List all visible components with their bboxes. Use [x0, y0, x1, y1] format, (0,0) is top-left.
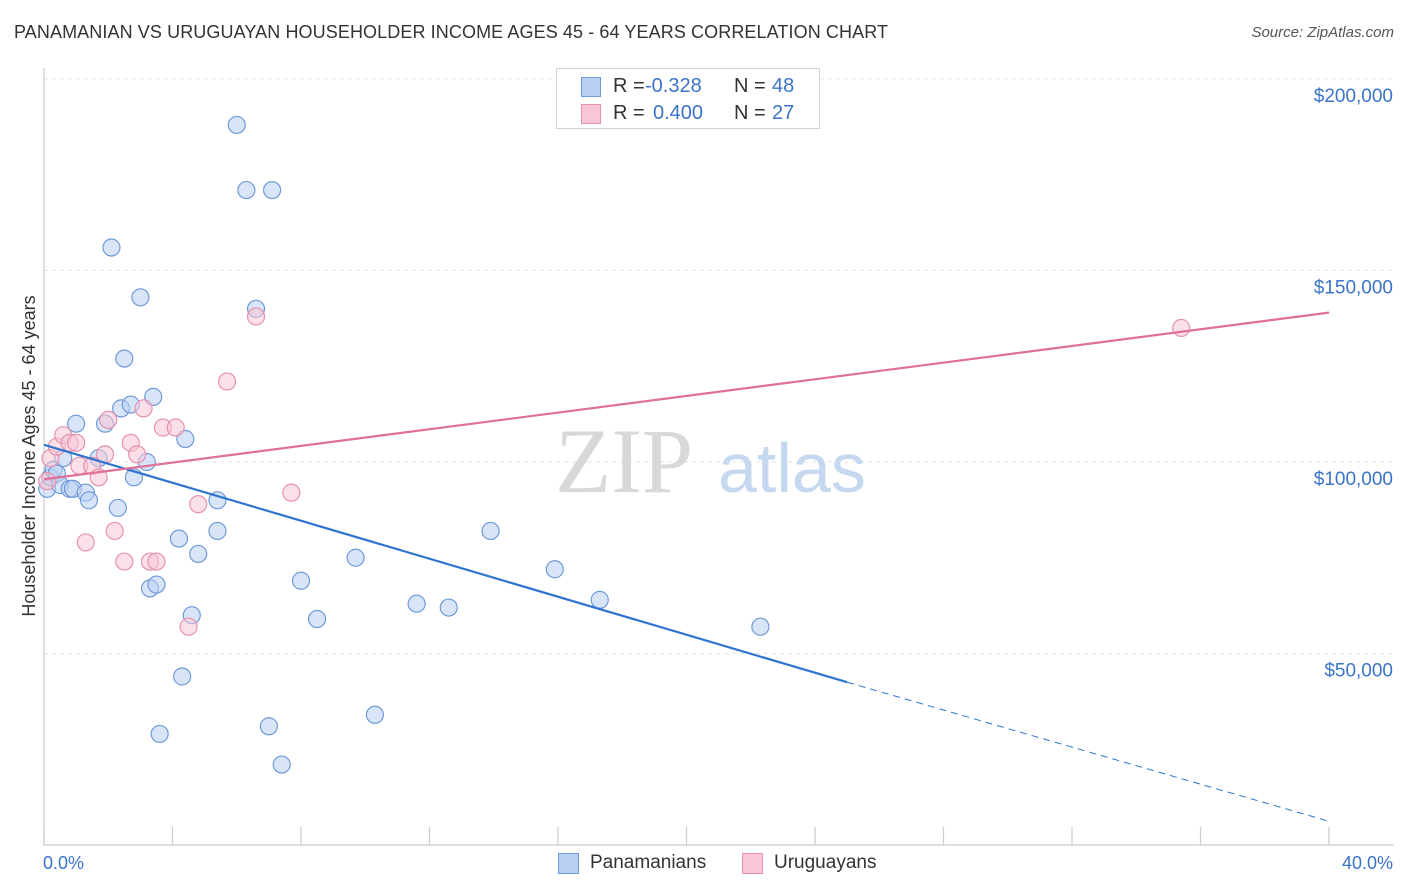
x-tick-label: 40.0% [1342, 853, 1393, 873]
watermark-atlas: atlas [718, 429, 866, 507]
point-panamanian [237, 180, 256, 200]
point-panamanian [346, 548, 365, 567]
legend-swatch-blue [581, 77, 601, 97]
legend-r-label: R = [613, 102, 645, 124]
point-uruguayan [99, 410, 118, 429]
point-panamanian [131, 288, 150, 307]
legend-swatch-blue [558, 853, 579, 874]
point-panamanian [590, 590, 609, 609]
point-panamanian [150, 724, 169, 744]
point-uruguayan [1172, 318, 1191, 338]
point-panamanian [259, 717, 278, 736]
trend-line-panamanians [43, 443, 848, 684]
point-uruguayan [282, 483, 301, 502]
point-panamanian [208, 491, 227, 510]
legend-n-value: 48 [772, 75, 795, 97]
point-panamanian [407, 594, 426, 613]
point-panamanian [79, 491, 99, 510]
point-panamanian [67, 414, 86, 433]
source-label: Source: ZipAtlas.com [1251, 24, 1394, 41]
grid-lines [44, 78, 1394, 654]
point-uruguayan [76, 533, 95, 552]
point-panamanian [102, 238, 121, 257]
x-tick-label: 0.0% [43, 853, 84, 873]
point-panamanian [227, 115, 246, 135]
point-uruguayan [189, 495, 208, 514]
watermark-zip: ZIP [555, 410, 693, 512]
point-panamanian [307, 609, 327, 629]
point-panamanian [272, 755, 291, 774]
point-uruguayan [115, 552, 134, 571]
axis-labels: $50,000 $100,000 $150,000 $200,000 0.0% 40.0%… [19, 86, 1393, 873]
legend-n-label: N = [734, 75, 766, 97]
point-uruguayan [134, 399, 153, 418]
legend-r-value: -0.328 [645, 75, 702, 97]
correlation-legend: R = -0.328 N = 48 R = 0.400 N = 27 [556, 68, 820, 129]
point-uruguayan [38, 472, 57, 491]
y-tick-label: $150,000 [1314, 278, 1393, 299]
point-panamanian [208, 521, 227, 541]
legend-swatch-pink [581, 104, 601, 124]
point-panamanian [545, 560, 564, 579]
chart-title: PANAMANIAN VS URUGUAYAN HOUSEHOLDER INCO… [14, 22, 889, 42]
point-uruguayan [179, 617, 198, 636]
point-panamanian [169, 529, 189, 548]
legend-n-label: N = [734, 102, 766, 124]
point-uruguayan [128, 445, 147, 464]
point-panamanian [189, 544, 208, 564]
point-panamanian [108, 498, 127, 518]
point-panamanian [147, 575, 166, 594]
y-tick-label: $50,000 [1324, 661, 1393, 682]
point-panamanian [291, 571, 311, 590]
legend-swatch-pink [742, 853, 763, 874]
point-panamanian [751, 617, 770, 636]
point-panamanian [173, 667, 192, 686]
legend-label-uruguayans: Uruguayans [774, 852, 877, 873]
point-panamanian [262, 180, 282, 200]
point-panamanian [115, 349, 134, 368]
legend-r-label: R = [613, 75, 645, 97]
point-uruguayan [147, 552, 166, 571]
trend-line-panamanians-extension [846, 681, 1330, 822]
trend-line-uruguayans [43, 311, 1330, 481]
legend-label-panamanians: Panamanians [590, 852, 707, 873]
point-uruguayan [166, 418, 185, 437]
point-panamanian [439, 598, 458, 617]
legend-n-value: 27 [772, 102, 795, 124]
trend-lines [43, 311, 1330, 822]
point-uruguayan [67, 433, 86, 452]
point-panamanian [365, 705, 384, 724]
y-axis-title: Householder Income Ages 45 - 64 years [19, 295, 39, 616]
axes [43, 68, 1394, 846]
point-panamanian [481, 521, 500, 541]
legend-r-value: 0.400 [653, 102, 704, 124]
point-uruguayan [218, 372, 237, 391]
point-uruguayan [246, 307, 266, 326]
y-tick-label: $200,000 [1314, 86, 1393, 107]
point-uruguayan [105, 521, 124, 541]
y-tick-label: $100,000 [1314, 469, 1393, 490]
